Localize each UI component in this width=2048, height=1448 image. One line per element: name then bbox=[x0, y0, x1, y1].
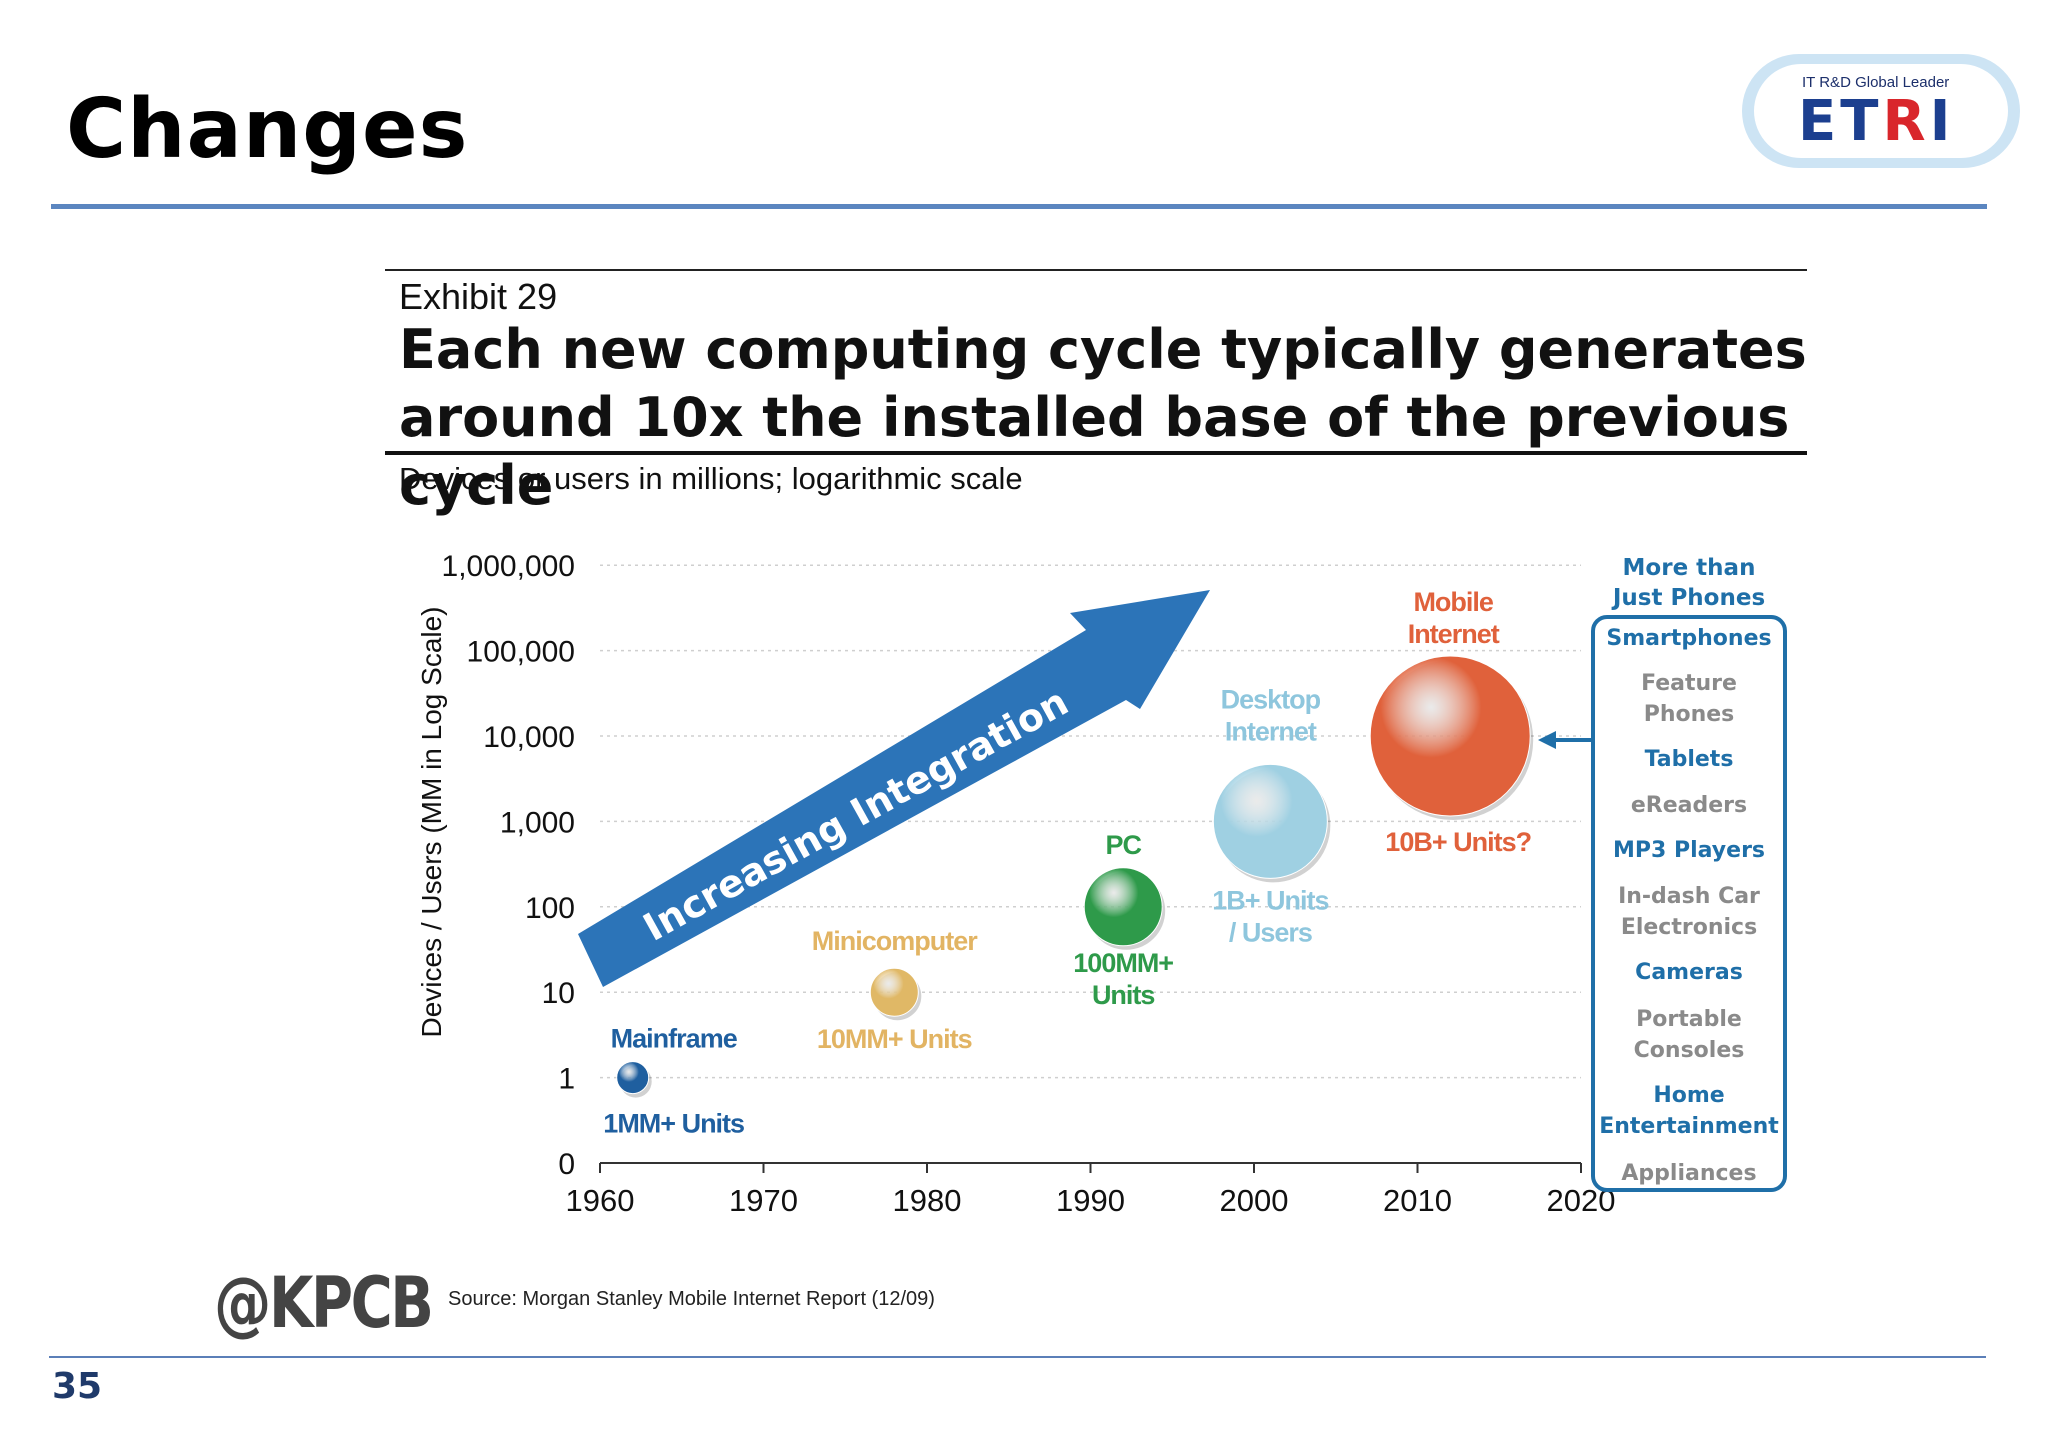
y-tick-label: 10,000 bbox=[483, 721, 575, 754]
bubble-mainframe bbox=[616, 1061, 650, 1095]
exhibit-subtitle: Devices or users in millions; logarithmi… bbox=[399, 461, 1023, 496]
side-list-item: Phones bbox=[1644, 702, 1735, 727]
bubble-desktop-internet bbox=[1212, 763, 1328, 879]
x-tick-label: 1990 bbox=[1056, 1183, 1125, 1218]
side-list-item: Appliances bbox=[1621, 1161, 1756, 1186]
y-axis-title: Devices / Users (MM in Log Scale) bbox=[416, 606, 447, 1037]
etri-logo: IT R&D Global Leader ETRI bbox=[1742, 54, 2020, 168]
exhibit-figure: Exhibit 29 Each new computing cycle typi… bbox=[385, 262, 1810, 1334]
bubble-name-label: Minicomputer bbox=[812, 926, 978, 956]
y-tick-label: 100 bbox=[525, 892, 575, 925]
bubble-units-label: 10MM+ Units bbox=[817, 1024, 972, 1054]
bubble-name-label: Desktop bbox=[1221, 684, 1321, 714]
y-tick-label: 1,000 bbox=[500, 806, 575, 839]
bubble-units-label: 10B+ Units? bbox=[1385, 827, 1531, 857]
bubble-name-label: PC bbox=[1105, 830, 1141, 860]
logo-tagline: IT R&D Global Leader bbox=[1802, 74, 1950, 91]
bubble-pc bbox=[1083, 867, 1163, 947]
bubble-units-label: Units bbox=[1092, 980, 1155, 1010]
source-note: Source: Morgan Stanley Mobile Internet R… bbox=[448, 1288, 935, 1310]
exhibit-headline: Each new computing cycle typically gener… bbox=[399, 318, 1807, 517]
exhibit-label: Exhibit 29 bbox=[399, 276, 558, 317]
bubble-units-label: 1MM+ Units bbox=[603, 1109, 744, 1139]
bubble-name-label: Internet bbox=[1225, 716, 1317, 746]
bubble-name-label: Mobile bbox=[1413, 587, 1493, 617]
bubble-units-label: / Users bbox=[1229, 917, 1312, 947]
side-list-heading: More than bbox=[1623, 555, 1756, 581]
side-list-item: Entertainment bbox=[1599, 1114, 1779, 1139]
y-tick-label: 1,000,000 bbox=[442, 550, 575, 583]
side-list-item: Feature bbox=[1641, 671, 1737, 696]
kpcb-brand: @KPCB bbox=[214, 1262, 434, 1344]
page-number: 35 bbox=[52, 1366, 103, 1407]
x-tick-label: 1970 bbox=[729, 1183, 798, 1218]
logo-wordmark: ETRI bbox=[1798, 89, 1955, 154]
side-list-item: Cameras bbox=[1635, 960, 1743, 985]
side-list-item: Consoles bbox=[1634, 1038, 1745, 1063]
title-divider bbox=[51, 204, 1987, 209]
side-list-item: eReaders bbox=[1631, 793, 1747, 818]
arrow-label: Increasing Integration bbox=[636, 680, 1075, 950]
y-tick-label: 1 bbox=[558, 1063, 575, 1096]
y-tick-label: 0 bbox=[558, 1148, 575, 1181]
bubble-units-label: 1B+ Units bbox=[1212, 885, 1328, 915]
bubble-name-label: Internet bbox=[1408, 619, 1500, 649]
side-list-item: Portable bbox=[1636, 1007, 1742, 1032]
bubble-minicomputer bbox=[869, 967, 919, 1017]
side-list-item: Tablets bbox=[1645, 747, 1734, 772]
side-list-arrowhead bbox=[1538, 731, 1556, 749]
x-tick-label: 1960 bbox=[566, 1183, 635, 1218]
bubble-units-label: 100MM+ bbox=[1073, 948, 1173, 978]
x-tick-label: 2000 bbox=[1220, 1183, 1289, 1218]
footer-divider bbox=[49, 1356, 1986, 1358]
slide-title: Changes bbox=[66, 82, 469, 177]
side-list-item: MP3 Players bbox=[1613, 838, 1765, 863]
exhibit-top-rule bbox=[385, 269, 1807, 271]
side-list-heading: Just Phones bbox=[1611, 585, 1765, 611]
side-list-item: Smartphones bbox=[1606, 626, 1771, 651]
x-tick-label: 2010 bbox=[1383, 1183, 1452, 1218]
integration-arrow bbox=[578, 590, 1210, 987]
bubble-name-label: Mainframe bbox=[611, 1024, 738, 1054]
x-tick-label: 1980 bbox=[893, 1183, 962, 1218]
exhibit-mid-rule bbox=[385, 451, 1807, 455]
y-tick-label: 100,000 bbox=[467, 636, 575, 669]
side-list-box bbox=[1591, 615, 1787, 1192]
side-list-item: Home bbox=[1653, 1083, 1724, 1108]
side-list-item: Electronics bbox=[1621, 915, 1757, 940]
bubble-mobile-internet bbox=[1369, 655, 1531, 817]
side-list-item: In-dash Car bbox=[1618, 884, 1760, 909]
y-tick-label: 10 bbox=[542, 977, 575, 1010]
